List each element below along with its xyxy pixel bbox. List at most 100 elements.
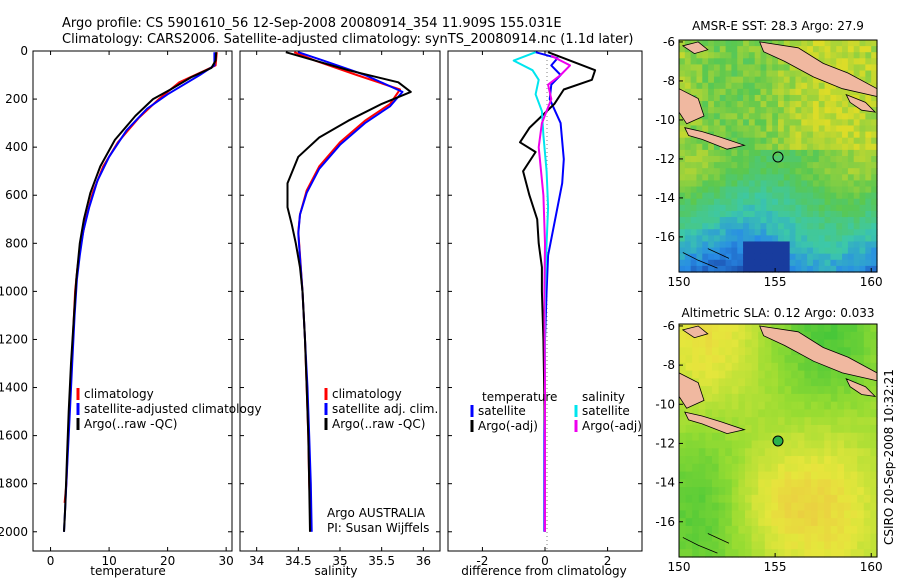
- map-cell: [696, 198, 703, 206]
- map-cell: [754, 253, 762, 261]
- map-cell: [743, 265, 750, 273]
- map-cell: [778, 82, 785, 90]
- map-cell: [850, 440, 858, 449]
- map-cell: [679, 64, 686, 72]
- map-cell: [751, 393, 759, 403]
- map-cell: [853, 210, 861, 218]
- map-cell: [743, 217, 750, 224]
- map-cell: [725, 393, 733, 403]
- map-cell: [719, 82, 727, 90]
- map-cell: [844, 432, 852, 442]
- map-cell: [795, 162, 802, 169]
- map-cell: [748, 113, 756, 120]
- map-cell: [751, 362, 759, 372]
- map-cell: [737, 113, 744, 120]
- map-cell: [836, 131, 843, 139]
- land-shape: [684, 411, 746, 435]
- map-cell: [708, 46, 715, 53]
- map-cell: [778, 235, 785, 243]
- map-cell: [863, 533, 871, 543]
- map-cell: [836, 149, 843, 157]
- map-cell: [731, 259, 738, 267]
- map-cell: [684, 40, 692, 47]
- map-cell: [830, 113, 837, 120]
- map-cell: [705, 525, 713, 535]
- map-cell: [871, 125, 878, 133]
- map-cell: [797, 424, 805, 434]
- map-cell: [712, 549, 720, 558]
- map-cell: [748, 241, 756, 249]
- map-cell: [857, 440, 865, 449]
- map-cell: [871, 107, 878, 114]
- map-cell: [692, 494, 700, 504]
- map-cell: [731, 217, 738, 224]
- map-cell: [812, 52, 820, 59]
- map-cell: [760, 168, 767, 175]
- map-cell: [771, 463, 779, 473]
- map-cell: [836, 186, 843, 194]
- map-cell: [725, 417, 733, 426]
- map-cell: [778, 94, 785, 102]
- map-cell: [760, 162, 767, 169]
- map-cell: [713, 64, 721, 72]
- map-cell: [725, 510, 733, 519]
- map-cell: [797, 417, 805, 426]
- map-cell: [772, 101, 779, 108]
- map-cell: [801, 229, 808, 236]
- map-cell: [865, 46, 872, 53]
- map-cell: [778, 393, 786, 403]
- map-cell: [731, 131, 738, 139]
- map-cell: [842, 223, 849, 230]
- map-cell: [853, 149, 861, 157]
- map-cell: [824, 204, 832, 212]
- map-cell: [859, 247, 866, 255]
- map-cell: [713, 125, 721, 133]
- map-cell: [836, 259, 843, 267]
- map-cell: [754, 58, 762, 66]
- map-cell: [772, 229, 779, 236]
- map-cell: [754, 52, 762, 59]
- map-cell: [754, 186, 762, 194]
- map-cell: [748, 119, 756, 127]
- map-cell: [737, 137, 744, 145]
- map-cell: [789, 204, 797, 212]
- map-cell: [712, 347, 720, 356]
- map-cell: [844, 370, 852, 379]
- map-cell: [725, 247, 733, 255]
- map-cell: [789, 229, 797, 236]
- map-cell: [844, 471, 852, 480]
- map-cell: [824, 125, 832, 133]
- map-cell: [731, 210, 738, 218]
- map-cell: [751, 487, 759, 496]
- map-cell: [690, 70, 698, 78]
- map-cell: [731, 386, 739, 395]
- map-cell: [737, 58, 744, 66]
- map-cell: [791, 370, 799, 379]
- map-cell: [783, 70, 791, 78]
- map-cell: [857, 456, 865, 465]
- map-cell: [751, 549, 759, 558]
- map-cell: [844, 347, 852, 356]
- map-cell: [795, 119, 802, 127]
- map-cell: [850, 525, 858, 535]
- map-cell: [801, 46, 808, 53]
- map-cell: [801, 40, 808, 47]
- map-cell: [842, 137, 849, 145]
- map-cell: [812, 204, 820, 212]
- map-cell: [824, 525, 832, 535]
- map-cell: [754, 217, 762, 224]
- map-cell: [719, 253, 727, 261]
- map-cell: [725, 355, 733, 364]
- map-cell: [760, 156, 767, 163]
- map-cell: [853, 235, 861, 243]
- map-cell: [679, 137, 686, 145]
- map-cell: [758, 378, 766, 387]
- map-cell: [760, 247, 767, 255]
- map-cell: [751, 331, 759, 341]
- map-cell: [713, 70, 721, 78]
- map-cell: [751, 533, 759, 543]
- map-cell: [842, 180, 849, 188]
- map-cell: [783, 253, 791, 261]
- map-cell: [708, 192, 715, 200]
- map-cell: [766, 186, 773, 194]
